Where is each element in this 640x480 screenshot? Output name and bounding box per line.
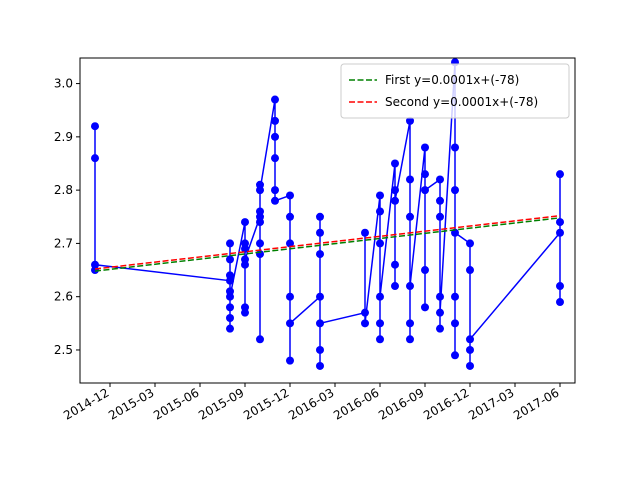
data-point <box>271 154 279 163</box>
data-point <box>91 122 99 131</box>
y-tick-label: 2.7 <box>54 236 73 250</box>
data-point <box>286 191 294 200</box>
data-point <box>226 271 234 280</box>
data-point <box>286 356 294 365</box>
data-point <box>241 255 249 264</box>
y-tick-label: 2.6 <box>54 290 73 304</box>
data-point <box>256 218 264 227</box>
data-point <box>91 260 99 269</box>
data-point <box>226 239 234 248</box>
data-point <box>406 212 414 221</box>
data-point <box>556 228 564 237</box>
data-point <box>226 255 234 264</box>
y-tick-label: 2.9 <box>54 130 73 144</box>
data-point <box>556 298 564 307</box>
data-point <box>376 319 384 328</box>
data-point <box>391 159 399 168</box>
data-point <box>256 239 264 248</box>
data-point <box>316 228 324 237</box>
data-point <box>316 319 324 328</box>
data-point <box>226 324 234 333</box>
data-point <box>286 239 294 248</box>
data-point <box>436 212 444 221</box>
data-point <box>436 292 444 301</box>
data-point <box>421 266 429 275</box>
data-point <box>256 207 264 216</box>
data-point <box>466 239 474 248</box>
data-point <box>226 314 234 322</box>
data-point <box>556 282 564 291</box>
data-point <box>406 335 414 344</box>
data-point <box>256 186 264 195</box>
data-point <box>391 196 399 205</box>
data-point <box>91 154 99 163</box>
data-point <box>316 345 324 354</box>
data-point <box>226 292 234 301</box>
data-point <box>361 308 369 317</box>
data-point <box>436 175 444 184</box>
data-point <box>466 345 474 354</box>
data-point <box>391 260 399 269</box>
data-point <box>451 143 459 152</box>
data-point <box>361 228 369 237</box>
legend-box <box>340 63 570 119</box>
data-point <box>556 170 564 179</box>
data-point <box>406 175 414 184</box>
data-point <box>361 319 369 328</box>
data-point <box>316 250 324 259</box>
data-point <box>316 212 324 221</box>
legend-label: Second y=0.0001x+(-78) <box>385 95 538 109</box>
data-point <box>406 319 414 328</box>
data-point <box>406 116 414 125</box>
data-point <box>376 207 384 216</box>
y-tick-label: 2.5 <box>54 343 73 357</box>
data-point <box>271 186 279 195</box>
data-point <box>421 143 429 152</box>
data-point <box>451 319 459 328</box>
data-point <box>376 239 384 248</box>
series-line <box>94 214 561 270</box>
axes-frame <box>79 57 576 384</box>
data-point <box>436 196 444 205</box>
data-point <box>286 292 294 301</box>
data-point <box>376 191 384 200</box>
data-point <box>451 292 459 301</box>
data-point <box>271 95 279 104</box>
data-point <box>376 335 384 344</box>
data-point <box>451 351 459 360</box>
data-point <box>436 324 444 333</box>
data-point <box>286 212 294 221</box>
data-point <box>256 250 264 259</box>
y-tick-label: 3.0 <box>54 77 73 91</box>
data-point <box>556 218 564 227</box>
data-point <box>241 239 249 248</box>
data-point <box>271 116 279 125</box>
data-point <box>451 186 459 195</box>
data-point <box>271 132 279 141</box>
data-point <box>466 266 474 275</box>
data-point <box>436 308 444 317</box>
series-line <box>94 217 561 272</box>
data-point <box>271 196 279 205</box>
data-point <box>421 303 429 312</box>
data-point <box>391 186 399 195</box>
data-point <box>241 218 249 227</box>
data-point <box>391 282 399 291</box>
data-point <box>376 292 384 301</box>
data-point <box>256 335 264 344</box>
data-point <box>466 335 474 344</box>
data-point <box>421 186 429 195</box>
data-point <box>226 303 234 312</box>
data-point <box>286 319 294 328</box>
data-point <box>316 361 324 370</box>
data-point <box>466 361 474 370</box>
data-point <box>406 282 414 291</box>
plot-area <box>91 58 564 370</box>
data-point <box>241 303 249 312</box>
data-point <box>316 292 324 301</box>
y-tick-label: 2.8 <box>54 183 73 197</box>
legend-label: First y=0.0001x+(-78) <box>385 73 519 87</box>
data-point <box>421 170 429 179</box>
